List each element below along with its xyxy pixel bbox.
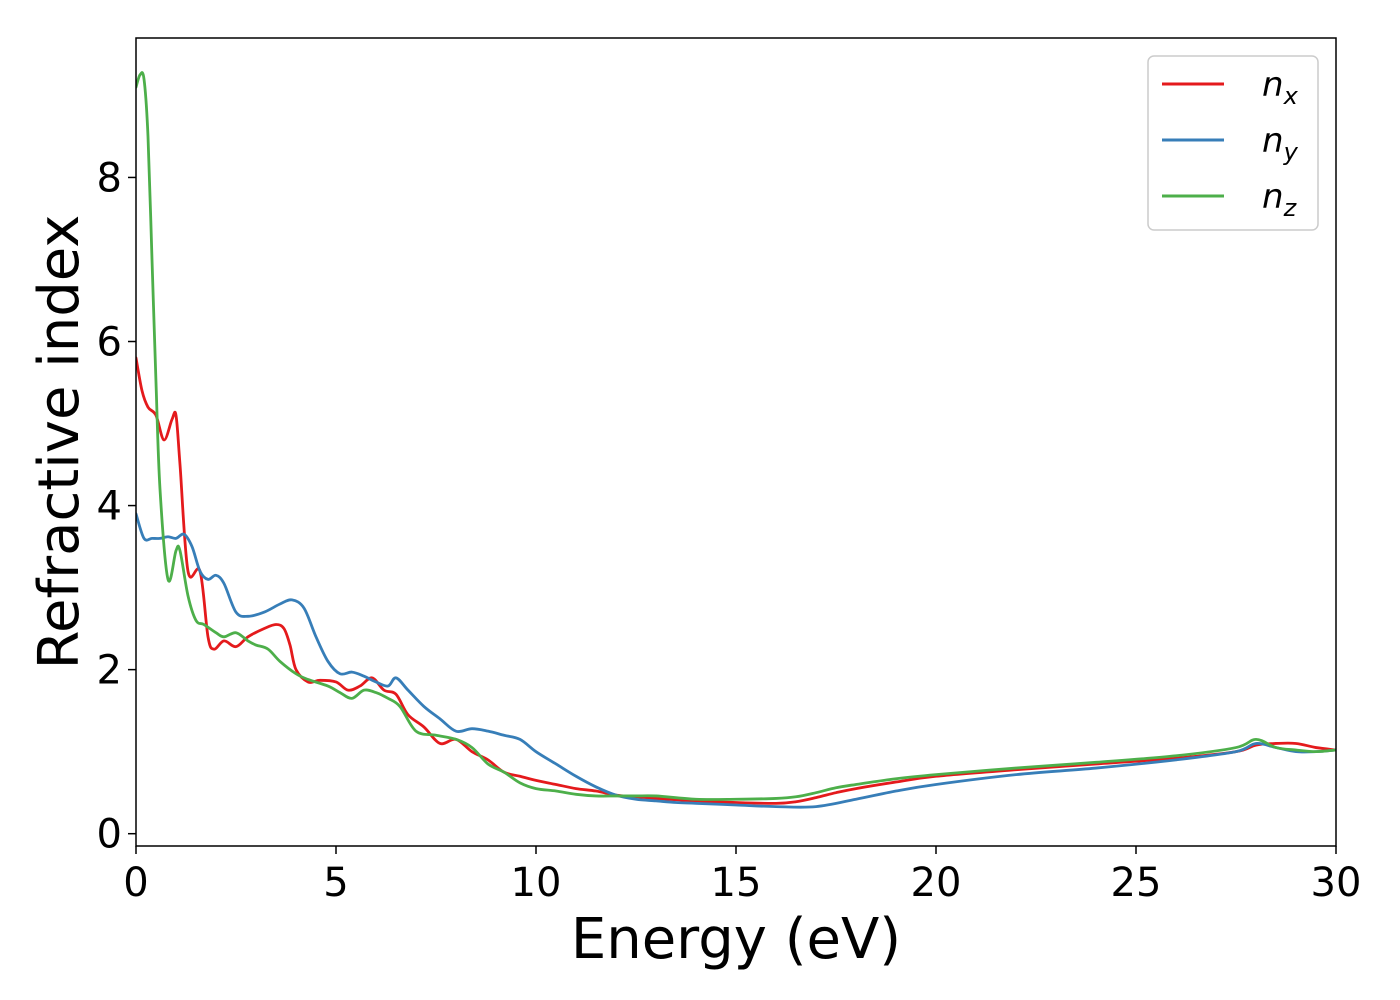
legend-label-x: nx <box>1262 65 1299 110</box>
legend-label-y: ny <box>1262 121 1299 166</box>
legend-label-subscript: x <box>1283 82 1299 110</box>
x-tick-label: 10 <box>511 860 562 906</box>
y-axis: 0 2 4 6 8 <box>97 155 136 858</box>
series-line-x <box>136 356 1336 805</box>
x-tick-label: 15 <box>711 860 762 906</box>
x-tick-label: 20 <box>911 860 962 906</box>
legend-label-base: n <box>1262 121 1284 161</box>
x-tick-label: 30 <box>1311 860 1362 906</box>
x-axis: 0 5 10 15 20 25 30 <box>123 846 1361 906</box>
legend-label-base: n <box>1262 177 1284 217</box>
y-tick-label: 6 <box>97 320 122 366</box>
legend-label-base: n <box>1262 65 1284 105</box>
y-tick-label: 8 <box>97 155 122 201</box>
y-axis-title: Refractive index <box>27 215 92 670</box>
legend-label-subscript: z <box>1283 194 1298 222</box>
x-tick-label: 5 <box>323 860 348 906</box>
legend-label-z: nz <box>1262 177 1298 222</box>
x-tick-label: 0 <box>123 860 148 906</box>
y-tick-label: 4 <box>97 484 122 530</box>
series-line-z <box>136 71 1336 801</box>
plot-area <box>136 71 1336 809</box>
y-tick-label: 0 <box>97 812 122 858</box>
series-line-y <box>136 512 1336 809</box>
legend-label-subscript: y <box>1283 138 1299 166</box>
legend-box <box>1147 55 1319 231</box>
x-tick-label: 25 <box>1111 860 1162 906</box>
x-axis-title: Energy (eV) <box>571 907 901 972</box>
y-tick-label: 2 <box>97 648 122 694</box>
